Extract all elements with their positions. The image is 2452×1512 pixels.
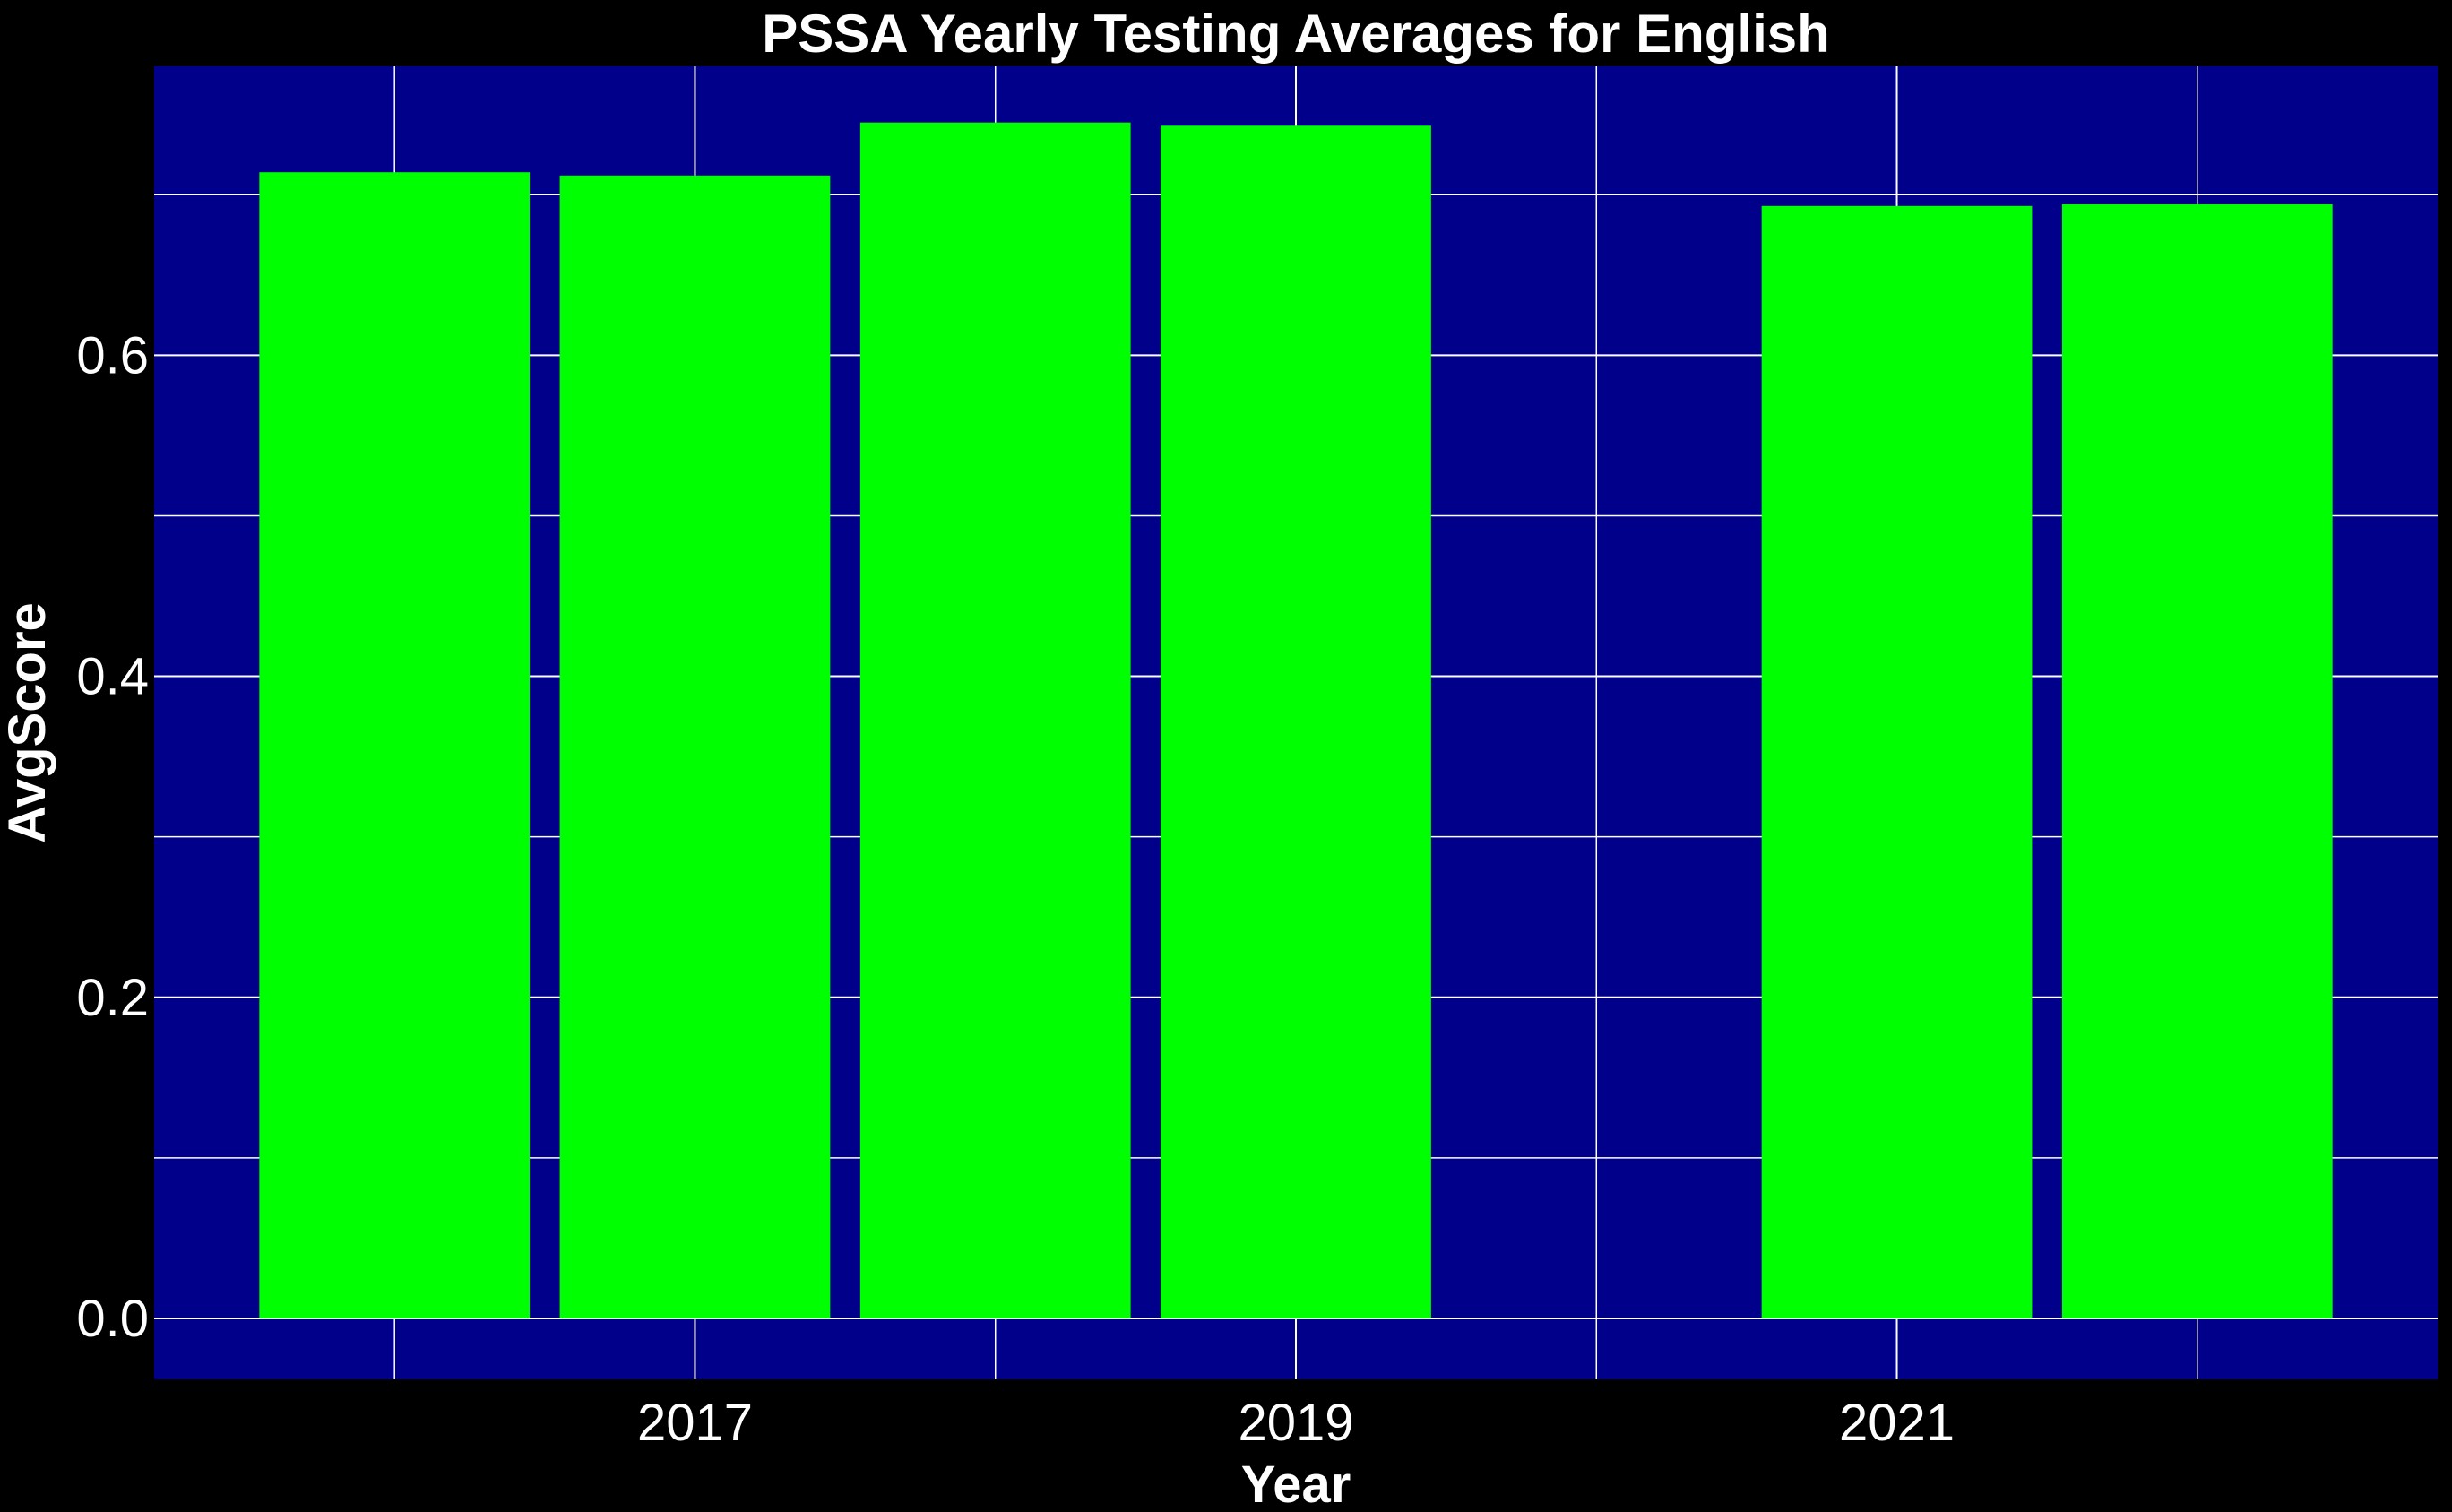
x-tick-label: 2017 — [637, 1394, 753, 1452]
bar-2016 — [259, 172, 531, 1318]
x-tick-label: 2021 — [1839, 1394, 1955, 1452]
x-axis-title: Year — [1241, 1456, 1351, 1508]
bar-2019 — [1161, 125, 1431, 1318]
bars — [259, 122, 2333, 1318]
bar-2021 — [1761, 205, 2033, 1318]
x-axis-ticks: 2017 2019 2021 — [637, 1394, 1955, 1452]
bar-2017 — [559, 175, 831, 1318]
y-axis-title: AvgScore — [0, 602, 56, 843]
x-tick-label: 2019 — [1238, 1394, 1353, 1452]
y-tick-label: 0.0 — [76, 1290, 149, 1348]
bar-2018 — [859, 122, 1131, 1318]
y-tick-label: 0.4 — [76, 648, 149, 706]
chart-title: PSSA Yearly Testing Averages for English — [762, 4, 1830, 64]
bar-2022 — [2061, 204, 2333, 1318]
y-tick-label: 0.6 — [76, 326, 149, 384]
y-tick-label: 0.2 — [76, 969, 149, 1027]
y-axis-ticks: 0.0 0.2 0.4 0.6 — [76, 326, 149, 1348]
